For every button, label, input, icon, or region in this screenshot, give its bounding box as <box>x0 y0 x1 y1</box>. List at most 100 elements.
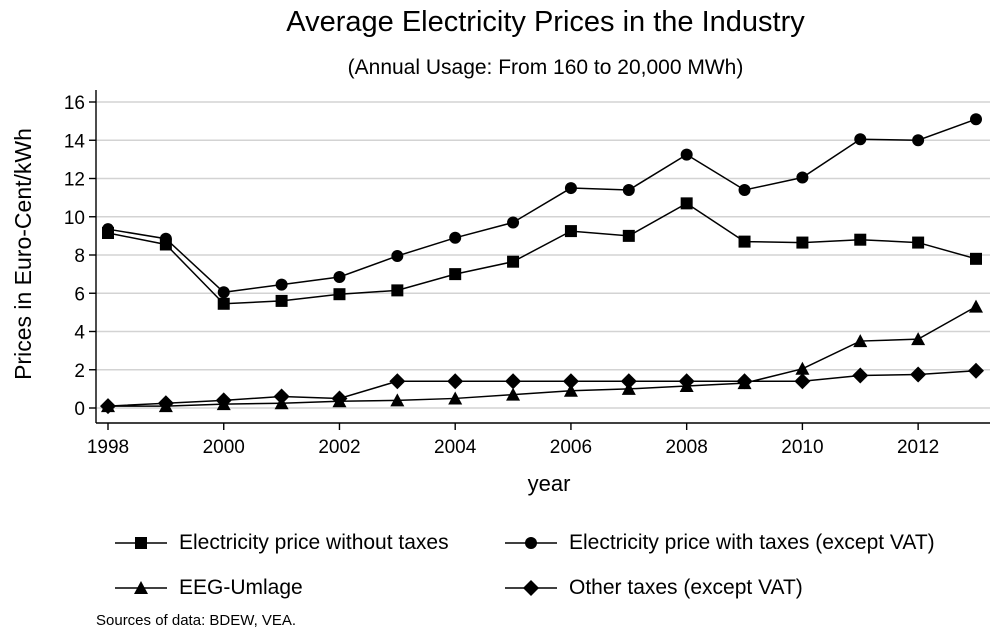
series-line <box>107 369 977 407</box>
data-point-circle <box>564 182 577 195</box>
data-point-diamond <box>678 373 695 390</box>
data-point-triangle <box>390 393 405 407</box>
series-line <box>107 202 977 305</box>
x-axis-label: year <box>528 471 571 496</box>
data-point-square <box>507 255 520 268</box>
data-point-diamond <box>331 390 348 407</box>
data-point-diamond <box>968 362 984 379</box>
data-point-diamond <box>794 373 811 390</box>
data-point-circle <box>102 223 114 236</box>
data-point-square <box>854 233 867 246</box>
legend-label: Other taxes (except VAT) <box>569 576 803 599</box>
data-point-circle <box>738 183 751 196</box>
data-point-circle <box>796 171 809 184</box>
data-point-square <box>738 235 751 248</box>
data-point-circle <box>680 148 693 161</box>
legend-key-marker <box>523 580 539 596</box>
x-tick-label: 2012 <box>897 437 939 458</box>
data-point-square <box>449 268 462 281</box>
data-point-circle <box>217 286 230 299</box>
legend-label: Electricity price without taxes <box>179 531 449 554</box>
data-point-square <box>275 294 288 307</box>
series-line <box>107 118 977 294</box>
x-tick-label: 2000 <box>203 437 245 458</box>
data-point-square <box>622 229 635 242</box>
data-point-circle <box>507 216 520 229</box>
data-point-square <box>217 297 230 310</box>
data-point-circle <box>159 232 172 245</box>
series-diamond <box>100 362 984 415</box>
data-point-circle <box>449 231 462 244</box>
legend-key-marker <box>525 537 537 549</box>
y-axis-label: Prices in Euro-Cent/kWh <box>10 128 36 380</box>
series-line <box>108 305 977 407</box>
y-tick-label: 4 <box>74 323 85 344</box>
data-point-triangle <box>448 391 463 405</box>
data-point-diamond <box>620 373 637 390</box>
y-tick-label: 8 <box>74 246 85 267</box>
y-tick-label: 10 <box>64 208 85 229</box>
legend-item: Electricity price with taxes (except VAT… <box>503 530 935 556</box>
data-point-circle <box>275 278 288 291</box>
x-tick-label: 2010 <box>781 437 823 458</box>
x-tick-label: 2006 <box>550 437 592 458</box>
data-point-diamond <box>100 398 116 415</box>
data-point-circle <box>970 113 982 126</box>
gridlines <box>96 101 990 409</box>
data-point-diamond <box>852 367 869 384</box>
legend-item: Electricity price without taxes <box>113 530 449 556</box>
y-tick-label: 12 <box>64 170 85 191</box>
x-tick-label: 2004 <box>434 437 477 458</box>
data-point-square <box>970 252 982 265</box>
source-note: Sources of data: BDEW, VEA. <box>96 612 297 629</box>
data-point-triangle <box>853 334 868 348</box>
chart-title: Average Electricity Prices in the Indust… <box>286 6 805 38</box>
data-point-triangle <box>563 383 578 397</box>
legend-key-marker <box>134 581 148 594</box>
legend-label: EEG-Umlage <box>179 576 303 599</box>
axes: 0 2 4 6 8 10 12 14 16 1998 2000 2002 2004 2006 2008 201… <box>64 90 990 458</box>
data-point-triangle <box>506 387 521 401</box>
data-point-diamond <box>273 388 290 405</box>
data-point-circle <box>391 249 404 262</box>
data-point-diamond <box>389 373 406 390</box>
series-triangle <box>101 299 983 413</box>
data-point-square <box>391 284 404 297</box>
legend-label: Electricity price with taxes (except VAT… <box>569 531 935 554</box>
legend-item: EEG-Umlage <box>113 575 303 601</box>
y-tick-label: 6 <box>74 284 85 305</box>
y-tick-label: 14 <box>64 131 86 152</box>
series-circle <box>102 113 982 299</box>
data-point-square <box>333 288 346 301</box>
y-tick-label: 2 <box>74 361 85 382</box>
y-tick-label: 0 <box>74 399 85 420</box>
data-point-square <box>680 197 693 210</box>
data-point-square <box>796 236 809 249</box>
data-point-diamond <box>562 373 579 390</box>
data-point-triangle <box>795 361 810 375</box>
legend-key-triangle <box>115 581 167 594</box>
chart-subtitle: (Annual Usage: From 160 to 20,000 MWh) <box>347 56 744 79</box>
legend-key-diamond <box>505 580 557 596</box>
data-point-diamond <box>157 395 174 412</box>
line-chart: 0 2 4 6 8 10 12 14 16 1998 2000 2002 2004 2006 2008 201… <box>10 90 990 496</box>
x-tick-label: 1998 <box>87 437 129 458</box>
x-tick-label: 2002 <box>318 437 360 458</box>
data-point-circle <box>622 183 635 196</box>
data-point-diamond <box>505 373 522 390</box>
data-point-triangle <box>911 332 926 346</box>
data-point-triangle <box>969 299 983 313</box>
data-point-square <box>912 236 925 249</box>
legend-key-circle <box>505 537 557 549</box>
x-tick-label: 2008 <box>666 437 708 458</box>
legend-key-square <box>115 537 167 549</box>
series-layer <box>100 113 984 415</box>
legend-item: Other taxes (except VAT) <box>503 575 803 601</box>
legend-key-marker <box>135 537 147 549</box>
data-point-diamond <box>910 366 927 383</box>
data-point-diamond <box>215 392 232 409</box>
data-point-circle <box>854 133 867 146</box>
data-point-diamond <box>736 373 753 390</box>
y-tick-label: 16 <box>64 93 85 114</box>
data-point-square <box>564 225 577 238</box>
